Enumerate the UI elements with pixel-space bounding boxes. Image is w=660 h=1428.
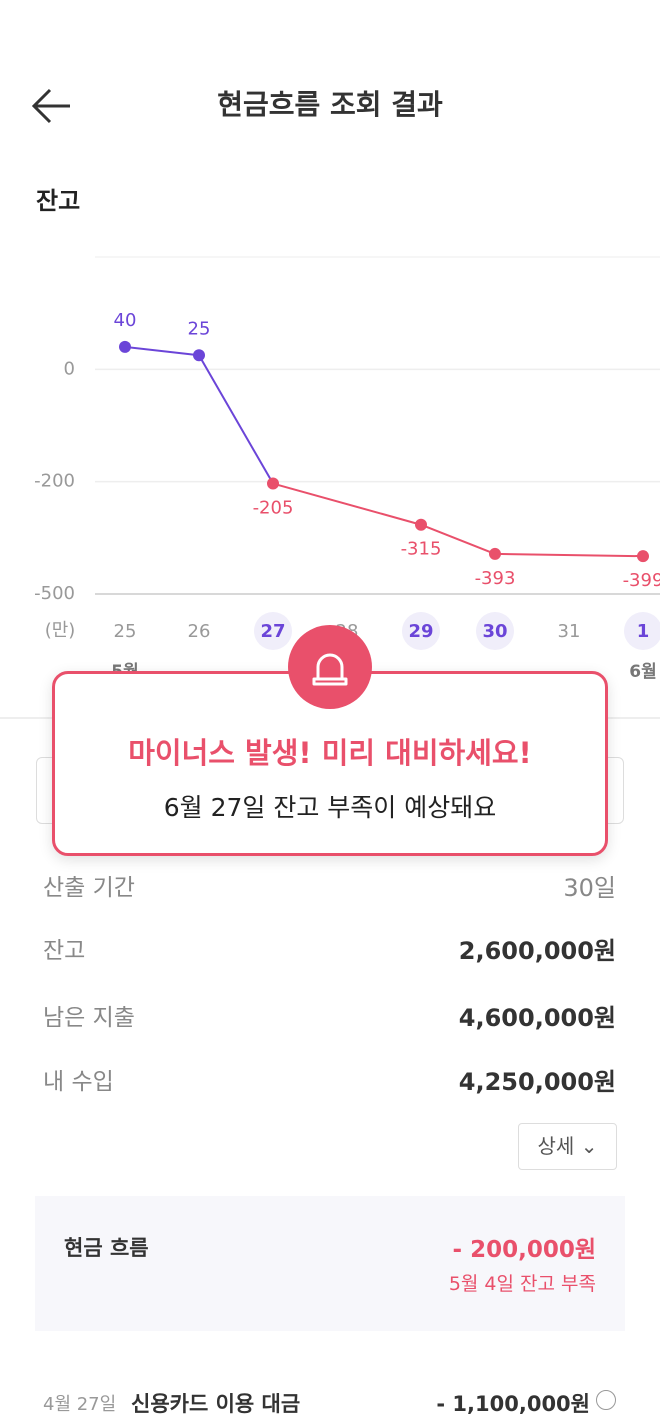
y-tick-label: 0 xyxy=(64,358,75,379)
tx-amount: - 1,100,000원 xyxy=(436,1392,590,1416)
x-tick-label: 27 xyxy=(260,621,285,642)
summary-label: 산출 기간 xyxy=(43,875,135,901)
data-label: 25 xyxy=(188,318,211,339)
line-segment xyxy=(272,482,422,526)
point xyxy=(193,349,205,362)
x-tick-label: 29 xyxy=(408,621,433,642)
point xyxy=(119,340,131,353)
summary-value: 4,600,000원 xyxy=(458,1004,616,1032)
cash-flow-label: 현금 흐름 xyxy=(64,1236,149,1260)
tx-date: 4월 27일 xyxy=(43,1394,117,1415)
month-label: 6월 xyxy=(629,662,656,682)
x-tick-label: 31 xyxy=(558,621,581,642)
cash-flow-card: 현금 흐름 - 200,000원 5월 4일 잔고 부족 xyxy=(35,1196,625,1331)
summary-value: 30일 xyxy=(563,874,616,902)
x-tick-label: 30 xyxy=(482,621,507,642)
date-highlight xyxy=(402,612,440,650)
cash-flow-amount: - 200,000원 xyxy=(452,1237,596,1263)
y-tick-label: -500 xyxy=(34,583,75,604)
cash-flow-note: 5월 4일 잔고 부족 xyxy=(448,1273,596,1295)
alert-icon xyxy=(288,625,372,709)
detail-label: 상세 xyxy=(537,1134,575,1158)
summary-label: 내 수입 xyxy=(43,1069,114,1095)
page-title: 현금흐름 조회 결과 xyxy=(217,88,443,121)
alert-message: 6월 27일 잔고 부족이 예상돼요 xyxy=(163,793,497,822)
y-tick-label: -200 xyxy=(34,471,75,492)
data-label: 40 xyxy=(114,310,137,331)
data-label: -399 xyxy=(623,570,660,591)
summary-value: 2,600,000원 xyxy=(458,937,616,965)
date-highlight xyxy=(624,612,660,650)
point xyxy=(415,518,427,531)
line-segment xyxy=(494,552,644,558)
alert-popup: 마이너스 발생! 미리 대비하세요! 6월 27일 잔고 부족이 예상돼요 xyxy=(52,671,608,856)
date-highlight xyxy=(254,612,292,650)
back-button[interactable] xyxy=(31,88,70,124)
data-label: -205 xyxy=(253,498,294,519)
date-highlight xyxy=(476,612,514,650)
chart-title: 잔고 xyxy=(36,187,80,215)
x-tick-label: 26 xyxy=(188,621,211,642)
tx-name: 신용카드 이용 대금 xyxy=(131,1392,301,1416)
alert-title: 마이너스 발생! 미리 대비하세요! xyxy=(128,736,532,770)
chart: 현금흐름 조회 결과 잔고 (만) 0-200-500255월262728293… xyxy=(31,88,660,682)
detail-button[interactable]: 상세 ⌄ xyxy=(518,1123,617,1170)
point xyxy=(489,547,501,560)
data-label: -315 xyxy=(401,539,442,560)
tx-info xyxy=(596,1390,616,1410)
x-tick-label: 1 xyxy=(637,621,650,642)
y-unit: (만) xyxy=(45,620,76,641)
x-tick-label: 25 xyxy=(114,621,137,642)
summary-label: 잔고 xyxy=(43,938,86,964)
summary-label: 남은 지출 xyxy=(43,1005,135,1031)
point xyxy=(637,550,649,563)
summary-value: 4,250,000원 xyxy=(458,1068,616,1096)
point xyxy=(267,477,279,490)
line-segment xyxy=(198,354,274,485)
line-segment xyxy=(124,345,200,357)
line-segment xyxy=(420,523,496,555)
data-label: -393 xyxy=(475,568,516,589)
